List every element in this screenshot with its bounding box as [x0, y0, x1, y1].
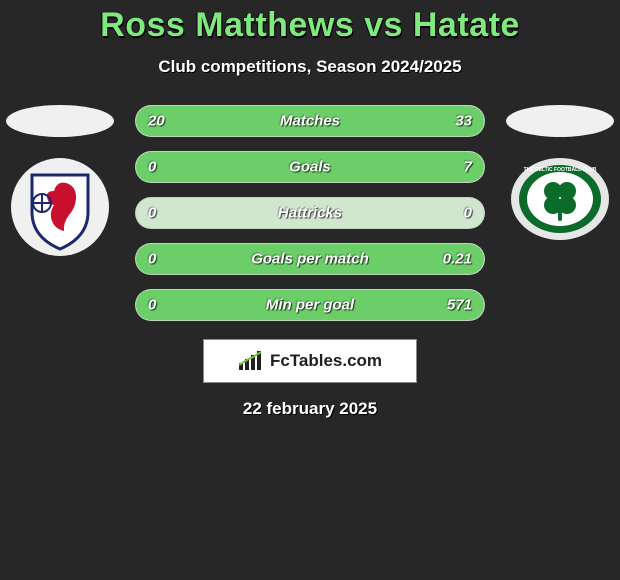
page-title: Ross Matthews vs Hatate: [0, 6, 620, 45]
clover-badge-icon: THE CELTIC FOOTBALL CLUB: [510, 157, 610, 241]
date-text: 22 february 2025: [0, 399, 620, 419]
stat-bar: 0 Goals 7: [135, 151, 485, 183]
stat-bar: 0 Goals per match 0.21: [135, 243, 485, 275]
subtitle: Club competitions, Season 2024/2025: [0, 57, 620, 77]
comparison-card: Ross Matthews vs Hatate Club competition…: [0, 0, 620, 419]
svg-text:THE CELTIC FOOTBALL CLUB: THE CELTIC FOOTBALL CLUB: [524, 167, 597, 173]
shield-icon: [10, 157, 110, 257]
team-right-crest: THE CELTIC FOOTBALL CLUB: [510, 157, 610, 241]
stat-left-value: 20: [148, 113, 165, 130]
bar-fill-left: [136, 152, 143, 182]
stat-left-value: 0: [148, 205, 156, 222]
brand-text: FcTables.com: [270, 351, 382, 371]
bar-fill-left: [136, 290, 143, 320]
stat-label: Hattricks: [278, 205, 342, 222]
stat-bar: 20 Matches 33: [135, 105, 485, 137]
stat-label: Goals: [289, 159, 331, 176]
stat-label: Goals per match: [251, 251, 369, 268]
stat-right-value: 7: [464, 159, 472, 176]
stat-bar: 0 Min per goal 571: [135, 289, 485, 321]
stat-left-value: 0: [148, 251, 156, 268]
stat-left-value: 0: [148, 297, 156, 314]
player-right-avatar: [506, 105, 614, 137]
stats-bars: 20 Matches 33 0 Goals 7 0 Hattricks 0 0 Goals per …: [135, 105, 485, 321]
bars-chart-icon: [238, 351, 264, 371]
content-row: 20 Matches 33 0 Goals 7 0 Hattricks 0 0 Goals per …: [0, 105, 620, 321]
stat-right-value: 0.21: [443, 251, 472, 268]
stat-label: Min per goal: [266, 297, 354, 314]
stat-right-value: 33: [455, 113, 472, 130]
brand-box[interactable]: FcTables.com: [203, 339, 417, 383]
right-player-column: THE CELTIC FOOTBALL CLUB: [500, 105, 620, 241]
stat-right-value: 571: [447, 297, 472, 314]
bar-fill-left: [136, 244, 143, 274]
team-left-crest: [10, 157, 110, 257]
stat-right-value: 0: [464, 205, 472, 222]
player-left-avatar: [6, 105, 114, 137]
stat-label: Matches: [280, 113, 340, 130]
stat-left-value: 0: [148, 159, 156, 176]
left-player-column: [0, 105, 120, 257]
stat-bar: 0 Hattricks 0: [135, 197, 485, 229]
